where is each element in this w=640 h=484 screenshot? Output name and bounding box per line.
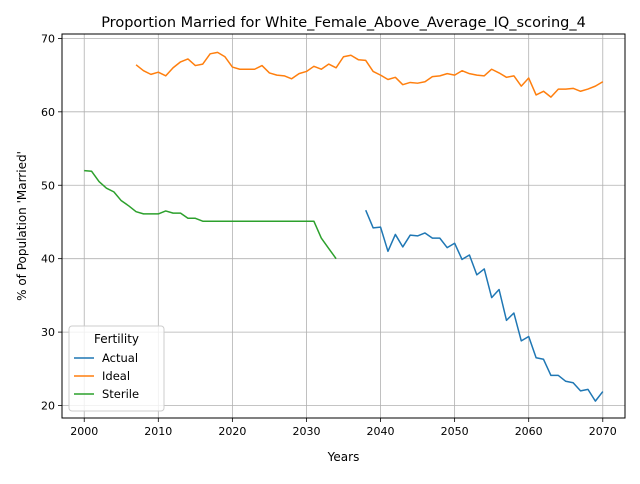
- y-tick-label: 60: [41, 106, 55, 119]
- chart-title: Proportion Married for White_Female_Abov…: [101, 15, 586, 31]
- legend-label-sterile: Sterile: [102, 387, 139, 401]
- legend-label-ideal: Ideal: [102, 369, 130, 383]
- series-line-sterile: [84, 169, 337, 260]
- x-tick-label: 2010: [144, 425, 172, 438]
- series-lines: [84, 51, 604, 402]
- y-tick-label: 70: [41, 32, 55, 45]
- x-tick-label: 2050: [441, 425, 469, 438]
- x-tick-label: 2000: [70, 425, 98, 438]
- legend-title: Fertility: [94, 332, 139, 346]
- x-tick-label: 2060: [515, 425, 543, 438]
- legend-box: [68, 325, 165, 412]
- y-tick-label: 20: [41, 400, 55, 413]
- x-tick-label: 2040: [367, 425, 395, 438]
- x-tick-label: 2070: [589, 425, 617, 438]
- legend-label-actual: Actual: [102, 351, 138, 365]
- x-tick-label: 2030: [292, 425, 320, 438]
- axis-ticks: 2000 2010 2020 2030 2040 2050 2060 207020304050…: [41, 32, 617, 438]
- series-line-ideal: [135, 51, 604, 98]
- series-line-actual: [365, 209, 604, 402]
- y-tick-label: 30: [41, 326, 55, 339]
- legend: Fertility Actual Ideal Sterile: [68, 325, 165, 412]
- x-axis-label: Years: [327, 450, 360, 464]
- legend-entries: Actual Ideal Sterile: [74, 351, 139, 401]
- y-axis-label: % of Population 'Married': [15, 151, 29, 301]
- y-tick-label: 40: [41, 253, 55, 266]
- y-tick-label: 50: [41, 179, 55, 192]
- grid: [62, 34, 625, 418]
- plot-frame: [61, 33, 626, 419]
- x-tick-label: 2020: [218, 425, 246, 438]
